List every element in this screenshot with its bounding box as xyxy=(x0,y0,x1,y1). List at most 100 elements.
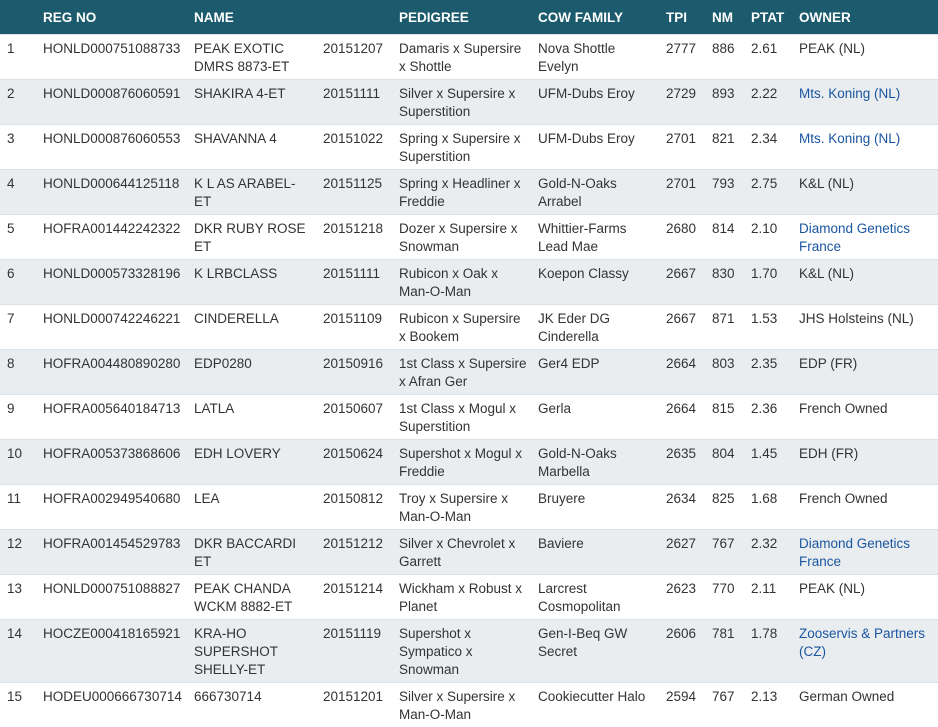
table-row: 5 HOFRA001442242322 DKR RUBY ROSE ET 201512… xyxy=(0,214,938,260)
table-cell: 1st Class x Supersire x Afran Ger xyxy=(392,349,531,395)
table-cell: EDP (FR) xyxy=(792,349,938,395)
table-cell: 3 xyxy=(0,124,36,170)
table-cell: Diamond Genetics France xyxy=(792,214,938,260)
table-cell: Rubicon x Supersire x Bookem xyxy=(392,304,531,350)
table-cell: Nova Shottle Evelyn xyxy=(531,34,659,80)
table-cell: 2.35 xyxy=(744,349,792,395)
table-cell: 4 xyxy=(0,169,36,215)
table-cell: K LRBCLASS xyxy=(187,259,316,305)
table-row: 12 HOFRA001454529783 DKR BACCARDI ET 201512… xyxy=(0,529,938,575)
table-cell: SHAVANNA 4 xyxy=(187,124,316,170)
table-cell: 2594 xyxy=(659,682,705,727)
table-cell: K&L (NL) xyxy=(792,259,938,305)
table-cell: Larcrest Cosmopolitan xyxy=(531,574,659,620)
header-cell[interactable]: OWNER xyxy=(792,0,938,35)
header-cell[interactable]: REG NO xyxy=(36,0,187,35)
table-cell: Spring x Supersire x Superstition xyxy=(392,124,531,170)
table-cell: KRA-HO SUPERSHOT SHELLY-ET xyxy=(187,619,316,683)
table-row: 7 HONLD000742246221 CINDERELLA 20151109 Rubi… xyxy=(0,304,938,350)
header-cell[interactable]: NM xyxy=(705,0,744,35)
table-row: 6 HONLD000573328196 K LRBCLASS 20151111 Rubi… xyxy=(0,259,938,305)
table-row: 4 HONLD000644125118 K L AS ARABEL-ET 201511… xyxy=(0,169,938,215)
table-cell: 2.32 xyxy=(744,529,792,575)
table-cell: CINDERELLA xyxy=(187,304,316,350)
table-cell: 767 xyxy=(705,682,744,727)
table-cell: 13 xyxy=(0,574,36,620)
table-cell: 2664 xyxy=(659,394,705,440)
table-cell: PEAK CHANDA WCKM 8882-ET xyxy=(187,574,316,620)
table-cell: 20150812 xyxy=(316,484,392,530)
table-cell: 20151218 xyxy=(316,214,392,260)
table-cell: 2 xyxy=(0,79,36,125)
table-cell: French Owned xyxy=(792,394,938,440)
table-cell: 2.34 xyxy=(744,124,792,170)
table-cell: 893 xyxy=(705,79,744,125)
owner-link[interactable]: Zooservis & Partners (CZ) xyxy=(799,626,926,659)
table-cell: Dozer x Supersire x Snowman xyxy=(392,214,531,260)
table-cell: Troy x Supersire x Man-O-Man xyxy=(392,484,531,530)
table-cell: 20151109 xyxy=(316,304,392,350)
table-cell: 666730714 xyxy=(187,682,316,727)
header-cell[interactable]: COW FAMILY xyxy=(531,0,659,35)
owner-link[interactable]: Diamond Genetics France xyxy=(799,221,911,254)
header-cell[interactable]: PEDIGREE xyxy=(392,0,531,35)
table-cell: 2701 xyxy=(659,169,705,215)
table-cell: 20151214 xyxy=(316,574,392,620)
header-cell[interactable]: TPI xyxy=(659,0,705,35)
table-cell: 830 xyxy=(705,259,744,305)
table-cell: 814 xyxy=(705,214,744,260)
table-cell: German Owned xyxy=(792,682,938,727)
owner-link[interactable]: Diamond Genetics France xyxy=(799,536,911,569)
table-cell: 2.10 xyxy=(744,214,792,260)
table-cell: 2623 xyxy=(659,574,705,620)
owner-link[interactable]: Mts. Koning (NL) xyxy=(799,131,901,146)
table-cell: 2729 xyxy=(659,79,705,125)
header-cell[interactable]: NAME xyxy=(187,0,316,35)
table-cell: 2634 xyxy=(659,484,705,530)
table-cell: UFM-Dubs Eroy xyxy=(531,124,659,170)
table-cell: HONLD000751088733 xyxy=(36,34,187,80)
table-cell: 871 xyxy=(705,304,744,350)
table-cell: 781 xyxy=(705,619,744,683)
table-cell: 20151125 xyxy=(316,169,392,215)
table-cell: 2.22 xyxy=(744,79,792,125)
table-cell: Mts. Koning (NL) xyxy=(792,79,938,125)
table-cell: Diamond Genetics France xyxy=(792,529,938,575)
table-cell: 825 xyxy=(705,484,744,530)
table-cell: Gold-N-Oaks Arrabel xyxy=(531,169,659,215)
table-cell: K L AS ARABEL-ET xyxy=(187,169,316,215)
table-cell: SHAKIRA 4-ET xyxy=(187,79,316,125)
table-cell: HOFRA001454529783 xyxy=(36,529,187,575)
table-cell: 10 xyxy=(0,439,36,485)
table-cell: 20151207 xyxy=(316,34,392,80)
table-cell: 2680 xyxy=(659,214,705,260)
table-cell: 20150916 xyxy=(316,349,392,395)
table-cell: JHS Holsteins (NL) xyxy=(792,304,938,350)
table-cell: PEAK (NL) xyxy=(792,574,938,620)
table-cell: Whittier-Farms Lead Mae xyxy=(531,214,659,260)
table-cell: 821 xyxy=(705,124,744,170)
table-cell: HONLD000751088827 xyxy=(36,574,187,620)
table-cell: LATLA xyxy=(187,394,316,440)
table-cell: 2606 xyxy=(659,619,705,683)
header-cell[interactable]: PTAT xyxy=(744,0,792,35)
header-cell xyxy=(0,0,36,35)
table-cell: 886 xyxy=(705,34,744,80)
table-cell: 20151119 xyxy=(316,619,392,683)
table-cell: Spring x Headliner x Freddie xyxy=(392,169,531,215)
table-body: 1 HONLD000751088733 PEAK EXOTIC DMRS 8873-… xyxy=(0,34,938,727)
table-cell: Supershot x Mogul x Freddie xyxy=(392,439,531,485)
table-cell: Gen-I-Beq GW Secret xyxy=(531,619,659,683)
table-cell: HOFRA005640184713 xyxy=(36,394,187,440)
table-cell: 2635 xyxy=(659,439,705,485)
table-cell: 793 xyxy=(705,169,744,215)
table-cell: DKR BACCARDI ET xyxy=(187,529,316,575)
table-cell: PEAK (NL) xyxy=(792,34,938,80)
table-cell: 1.78 xyxy=(744,619,792,683)
table-cell: Gold-N-Oaks Marbella xyxy=(531,439,659,485)
table-cell: HOFRA004480890280 xyxy=(36,349,187,395)
table-cell: HOFRA002949540680 xyxy=(36,484,187,530)
owner-link[interactable]: Mts. Koning (NL) xyxy=(799,86,901,101)
table-cell: 8 xyxy=(0,349,36,395)
